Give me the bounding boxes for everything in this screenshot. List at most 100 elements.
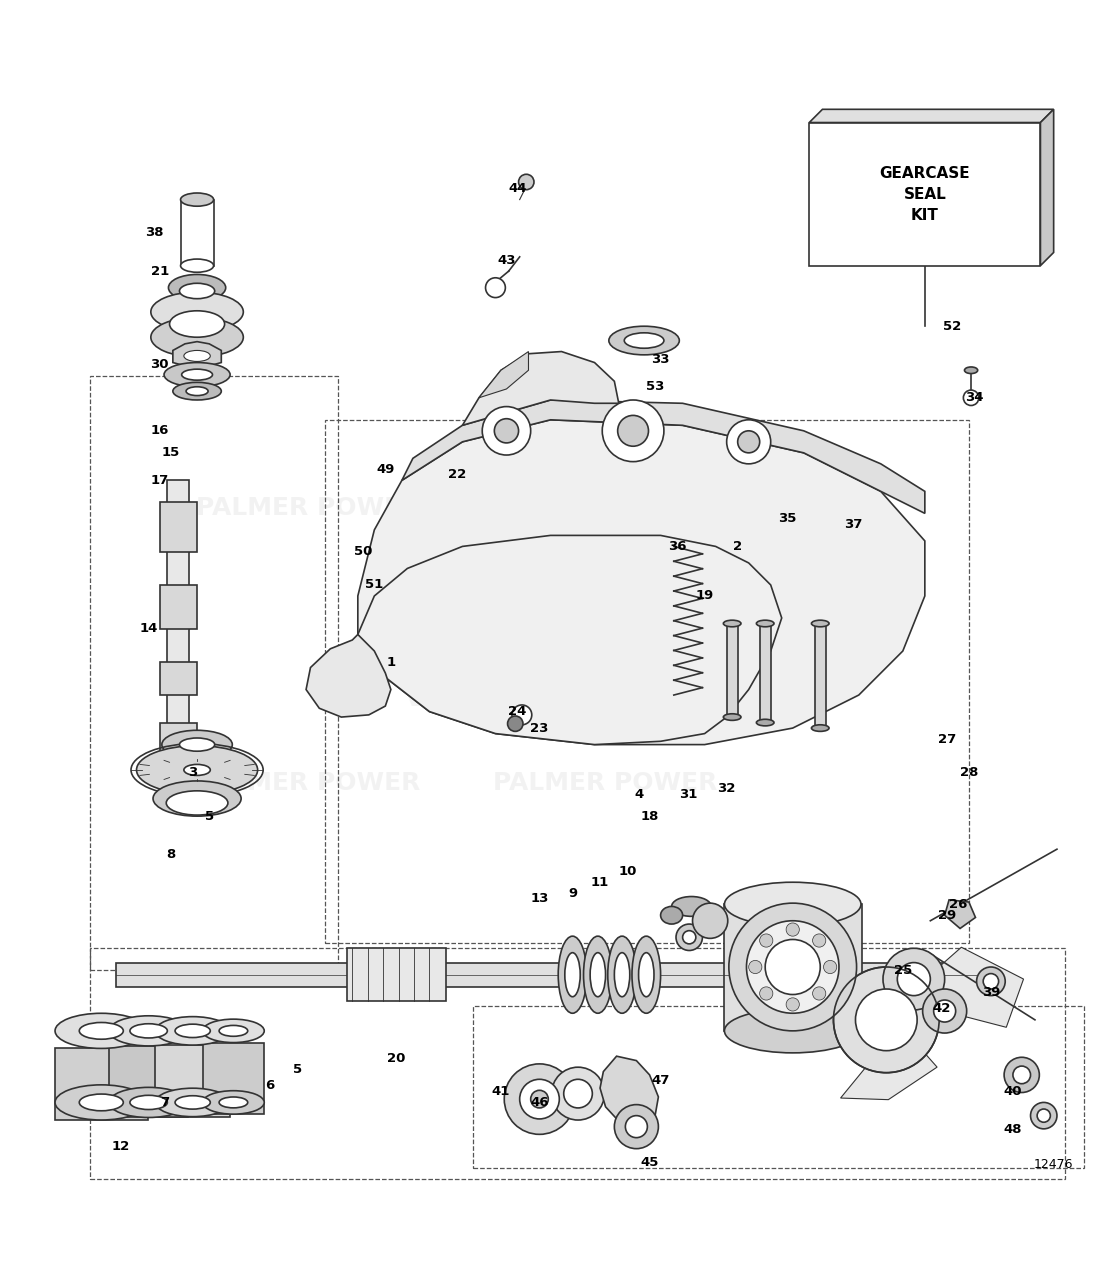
Text: VOLVO PENTA: VOLVO PENTA bbox=[401, 676, 700, 714]
Circle shape bbox=[494, 419, 519, 443]
Bar bbox=[815, 623, 826, 728]
Circle shape bbox=[625, 1116, 647, 1138]
Text: 5: 5 bbox=[293, 1062, 302, 1076]
Ellipse shape bbox=[166, 791, 228, 815]
Ellipse shape bbox=[724, 1009, 861, 1053]
Polygon shape bbox=[945, 900, 975, 928]
Text: 17: 17 bbox=[151, 474, 168, 486]
Ellipse shape bbox=[151, 317, 243, 357]
Text: 13: 13 bbox=[531, 892, 548, 905]
Ellipse shape bbox=[661, 906, 683, 924]
Circle shape bbox=[934, 1000, 956, 1021]
Circle shape bbox=[1031, 1102, 1057, 1129]
Circle shape bbox=[482, 407, 531, 454]
Text: 10: 10 bbox=[619, 865, 636, 878]
Bar bbox=[203, 1043, 264, 1114]
Ellipse shape bbox=[164, 362, 230, 387]
Ellipse shape bbox=[756, 621, 774, 627]
Polygon shape bbox=[462, 352, 619, 425]
Polygon shape bbox=[809, 109, 1054, 123]
Text: 49: 49 bbox=[377, 463, 394, 476]
Text: 34: 34 bbox=[966, 392, 983, 404]
Bar bbox=[167, 480, 189, 794]
Circle shape bbox=[760, 987, 773, 1000]
Ellipse shape bbox=[756, 719, 774, 726]
Text: 16: 16 bbox=[151, 424, 168, 438]
Ellipse shape bbox=[632, 936, 661, 1014]
Text: 41: 41 bbox=[492, 1085, 510, 1098]
Text: 42: 42 bbox=[933, 1002, 950, 1015]
Ellipse shape bbox=[175, 1024, 210, 1038]
Ellipse shape bbox=[811, 621, 829, 627]
Bar bbox=[109, 1046, 188, 1117]
Circle shape bbox=[676, 924, 702, 951]
Text: GEARCASE
SEAL
KIT: GEARCASE SEAL KIT bbox=[880, 165, 970, 223]
Circle shape bbox=[602, 399, 664, 462]
Bar bbox=[181, 200, 214, 266]
Text: 2: 2 bbox=[733, 540, 742, 553]
Text: 37: 37 bbox=[844, 518, 862, 531]
Ellipse shape bbox=[584, 936, 612, 1014]
Text: 47: 47 bbox=[652, 1074, 669, 1087]
Text: PALMER POWER: PALMER POWER bbox=[196, 771, 421, 795]
Circle shape bbox=[983, 974, 999, 989]
Circle shape bbox=[977, 966, 1005, 996]
Ellipse shape bbox=[155, 1016, 230, 1044]
Ellipse shape bbox=[184, 764, 210, 776]
Text: 1: 1 bbox=[386, 655, 395, 668]
Polygon shape bbox=[1040, 109, 1054, 266]
Ellipse shape bbox=[729, 904, 857, 1030]
Text: 40: 40 bbox=[1004, 1085, 1022, 1098]
Text: 28: 28 bbox=[960, 765, 978, 778]
Polygon shape bbox=[748, 980, 844, 1023]
Ellipse shape bbox=[565, 952, 580, 997]
Circle shape bbox=[897, 963, 930, 996]
Circle shape bbox=[813, 987, 826, 1000]
Circle shape bbox=[760, 934, 773, 947]
Ellipse shape bbox=[624, 333, 664, 348]
Text: 4: 4 bbox=[634, 787, 643, 801]
Ellipse shape bbox=[964, 367, 978, 374]
Bar bbox=[155, 1044, 230, 1116]
Text: 12: 12 bbox=[112, 1140, 130, 1153]
Ellipse shape bbox=[558, 936, 587, 1014]
Circle shape bbox=[531, 1091, 548, 1108]
Text: 31: 31 bbox=[679, 787, 697, 801]
Circle shape bbox=[519, 174, 534, 189]
Text: 5: 5 bbox=[205, 810, 214, 823]
Polygon shape bbox=[358, 535, 782, 745]
Text: 22: 22 bbox=[448, 468, 466, 481]
Ellipse shape bbox=[179, 739, 215, 751]
Circle shape bbox=[1037, 1108, 1050, 1123]
Circle shape bbox=[923, 989, 967, 1033]
Polygon shape bbox=[907, 947, 1024, 1028]
Text: 3: 3 bbox=[188, 765, 197, 778]
Circle shape bbox=[504, 1064, 575, 1134]
Text: 12476: 12476 bbox=[1034, 1157, 1073, 1171]
Circle shape bbox=[520, 1079, 559, 1119]
Ellipse shape bbox=[203, 1019, 264, 1043]
Text: 53: 53 bbox=[646, 380, 664, 393]
Text: 39: 39 bbox=[982, 986, 1000, 998]
Bar bbox=[724, 904, 862, 1030]
Bar bbox=[760, 623, 771, 723]
Text: PALMER POWER: PALMER POWER bbox=[196, 495, 421, 520]
Text: 26: 26 bbox=[949, 897, 967, 911]
Circle shape bbox=[552, 1068, 604, 1120]
Circle shape bbox=[963, 390, 979, 406]
Bar bbox=[116, 963, 985, 987]
Ellipse shape bbox=[614, 952, 630, 997]
Ellipse shape bbox=[153, 781, 241, 817]
Text: 52: 52 bbox=[944, 320, 961, 333]
Bar bbox=[165, 308, 229, 337]
Ellipse shape bbox=[765, 940, 820, 995]
Text: 35: 35 bbox=[778, 512, 796, 525]
Ellipse shape bbox=[182, 369, 212, 380]
Text: 23: 23 bbox=[531, 722, 548, 735]
Circle shape bbox=[824, 960, 837, 974]
Text: 27: 27 bbox=[938, 732, 956, 745]
Text: 38: 38 bbox=[145, 227, 163, 239]
Text: 21: 21 bbox=[151, 265, 168, 278]
Polygon shape bbox=[479, 352, 528, 398]
Ellipse shape bbox=[173, 383, 221, 399]
